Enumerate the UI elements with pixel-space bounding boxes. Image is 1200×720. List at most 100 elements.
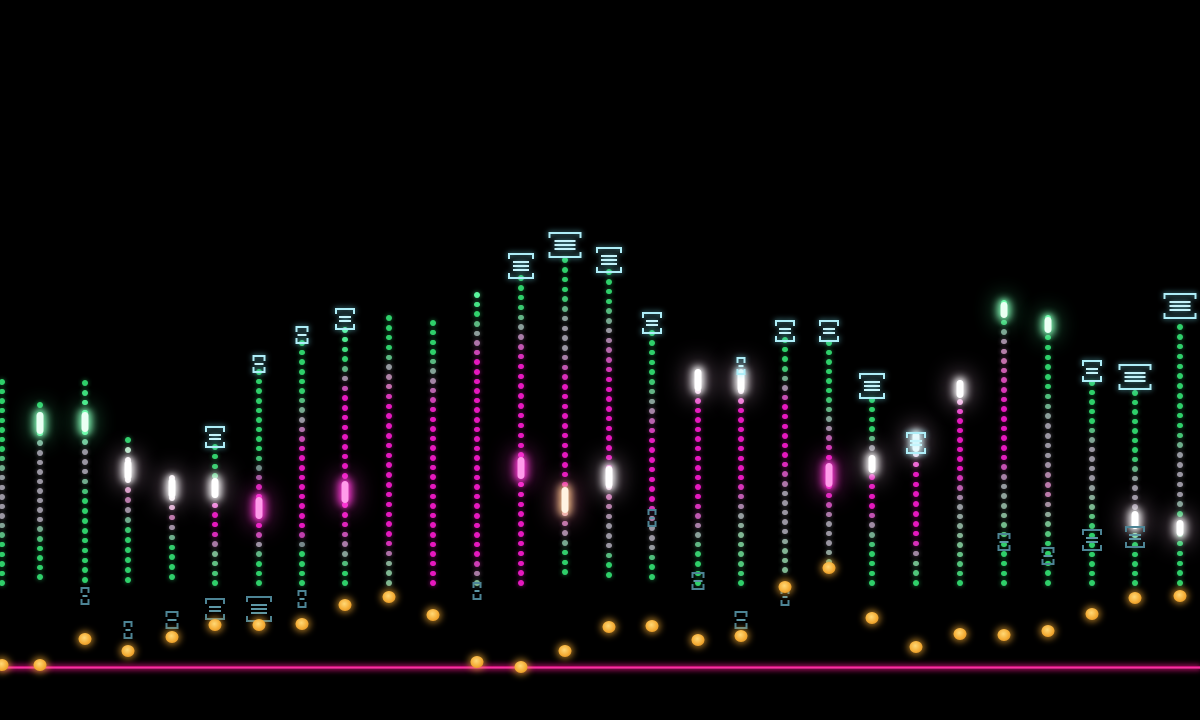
value-dot [1001, 503, 1007, 509]
orange-wave-dot [645, 620, 659, 632]
value-dot [386, 511, 392, 518]
value-dot [649, 369, 655, 375]
value-dot [695, 465, 701, 471]
value-dot [430, 560, 436, 567]
value-dot [1089, 389, 1095, 396]
value-dot [342, 336, 348, 343]
value-dot [869, 435, 875, 442]
value-dot [82, 468, 88, 475]
value-dot [474, 551, 480, 557]
value-dot [649, 525, 655, 531]
orange-wave-dot [602, 621, 616, 633]
value-dot [1177, 580, 1183, 586]
value-dot [1045, 364, 1051, 370]
value-dot [386, 550, 392, 557]
value-dot [1132, 561, 1138, 567]
value-dot [0, 436, 5, 443]
value-dot [1089, 408, 1095, 415]
value-dot [1177, 540, 1183, 547]
peak-bracket-icon [80, 587, 90, 605]
value-dot [562, 442, 568, 448]
value-dot [386, 442, 392, 449]
peak-bracket-icon [548, 232, 582, 258]
value-dot [1045, 570, 1051, 576]
value-dot [1132, 390, 1138, 396]
orange-wave-dot [382, 591, 396, 603]
value-dot [474, 426, 480, 433]
glow-head [605, 466, 613, 488]
value-dot [649, 427, 655, 434]
value-dot [82, 528, 88, 534]
value-dot [869, 560, 875, 567]
value-dot [299, 561, 305, 567]
value-dot [474, 503, 480, 509]
value-dot [913, 580, 919, 586]
value-dot [913, 481, 919, 488]
value-dot [695, 398, 701, 404]
value-dot [695, 522, 701, 529]
value-dot [82, 429, 88, 435]
value-dot [562, 510, 568, 517]
value-dot [913, 501, 919, 507]
value-dot [562, 452, 568, 458]
value-dot [1132, 418, 1138, 425]
value-dot [299, 570, 305, 577]
value-dot [0, 580, 5, 586]
value-dot [606, 279, 612, 285]
value-dot [125, 477, 131, 483]
value-dot [1001, 329, 1007, 335]
value-dot [0, 503, 5, 510]
value-dot [1177, 363, 1183, 370]
value-dot [606, 337, 612, 344]
value-dot [430, 387, 436, 394]
value-dot [430, 483, 436, 490]
value-dot [606, 552, 612, 559]
value-dot [430, 541, 436, 548]
orange-wave-dot [953, 628, 967, 640]
value-dot [1177, 373, 1183, 379]
peak-bracket-icon [508, 253, 534, 279]
value-dot [1177, 511, 1183, 517]
value-dot [562, 569, 568, 575]
value-dot [826, 521, 832, 527]
value-dot [649, 408, 655, 414]
value-dot [649, 349, 655, 356]
value-dot [957, 437, 963, 443]
value-dot [474, 484, 480, 490]
orange-wave-dot [295, 618, 309, 630]
value-dot [1001, 493, 1007, 499]
orange-wave-dot [1173, 590, 1187, 602]
value-dot [0, 561, 5, 567]
value-dot [957, 399, 963, 405]
orange-wave-dot [470, 656, 484, 668]
value-dot [474, 292, 480, 298]
value-dot [299, 541, 305, 548]
value-dot [518, 452, 524, 458]
value-dot [0, 398, 5, 404]
value-dot [562, 267, 568, 273]
value-dot [1001, 377, 1007, 383]
value-dot [430, 339, 436, 345]
value-dot [562, 462, 568, 468]
value-dot [826, 511, 832, 518]
value-dot [869, 416, 875, 422]
value-dot [782, 404, 788, 410]
value-dot [826, 530, 832, 537]
value-dot [738, 474, 744, 481]
value-dot [1045, 521, 1051, 527]
value-dot [562, 384, 568, 390]
value-dot [957, 456, 963, 462]
value-dot [869, 474, 875, 480]
value-dot [738, 484, 744, 490]
value-dot [474, 445, 480, 452]
value-dot [782, 548, 788, 554]
peak-bracket-icon [1082, 529, 1102, 551]
glow-head [1000, 302, 1008, 318]
value-dot [606, 308, 612, 314]
value-dot [695, 417, 701, 423]
value-dot [82, 557, 88, 564]
value-dot [738, 465, 744, 471]
value-dot [606, 494, 612, 500]
peak-bracket-icon [775, 320, 795, 342]
peak-bracket-icon [691, 572, 705, 590]
